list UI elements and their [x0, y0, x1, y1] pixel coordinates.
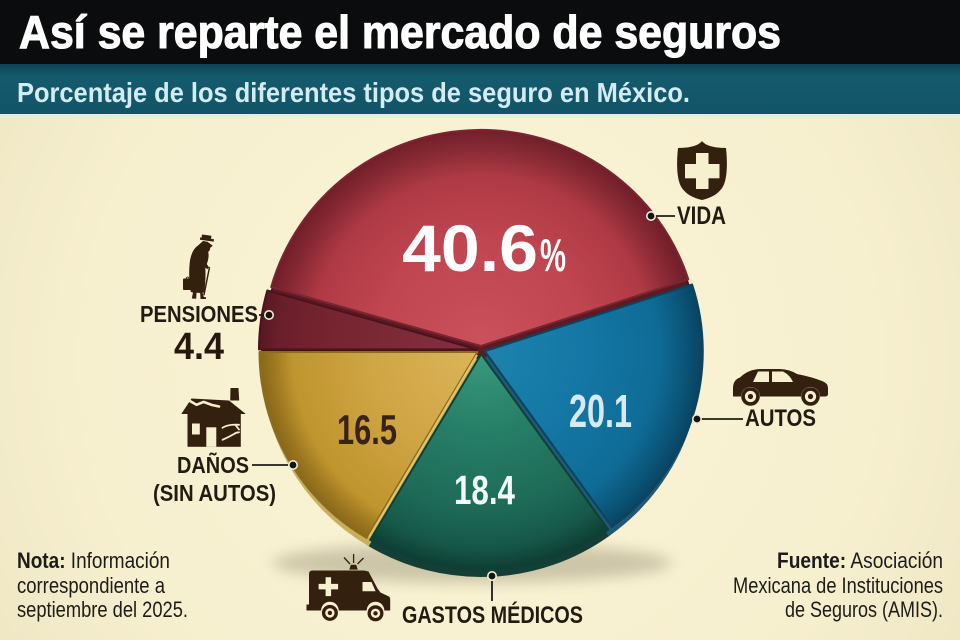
- svg-text:Nota: Información: Nota: Información: [17, 548, 170, 573]
- svg-text:GASTOS MÉDICOS: GASTOS MÉDICOS: [402, 601, 583, 629]
- svg-text:Fuente: Asociación: Fuente: Asociación: [777, 548, 943, 573]
- svg-text:septiembre del 2025.: septiembre del 2025.: [17, 597, 188, 622]
- svg-text:20.1: 20.1: [569, 385, 632, 437]
- svg-text:de Seguros (AMIS).: de Seguros (AMIS).: [785, 597, 943, 622]
- svg-text:40.6: 40.6: [402, 211, 538, 285]
- svg-text:Así se reparte el mercado de s: Así se reparte el mercado de seguros: [19, 6, 781, 58]
- svg-text:4.4: 4.4: [174, 326, 224, 368]
- svg-text:DAÑOS: DAÑOS: [177, 451, 249, 478]
- svg-text:VIDA: VIDA: [677, 202, 726, 230]
- svg-text:(SIN AUTOS): (SIN AUTOS): [153, 480, 276, 506]
- svg-text:correspondiente a: correspondiente a: [17, 573, 166, 598]
- svg-text:PENSIONES: PENSIONES: [140, 301, 258, 327]
- svg-text:%: %: [540, 229, 566, 281]
- svg-text:AUTOS: AUTOS: [745, 405, 816, 432]
- svg-text:16.5: 16.5: [337, 406, 397, 453]
- svg-text:Mexicana de Instituciones: Mexicana de Instituciones: [733, 573, 943, 598]
- svg-text:Porcentaje de los diferentes t: Porcentaje de los diferentes tipos de se…: [17, 77, 690, 108]
- svg-text:18.4: 18.4: [454, 467, 515, 513]
